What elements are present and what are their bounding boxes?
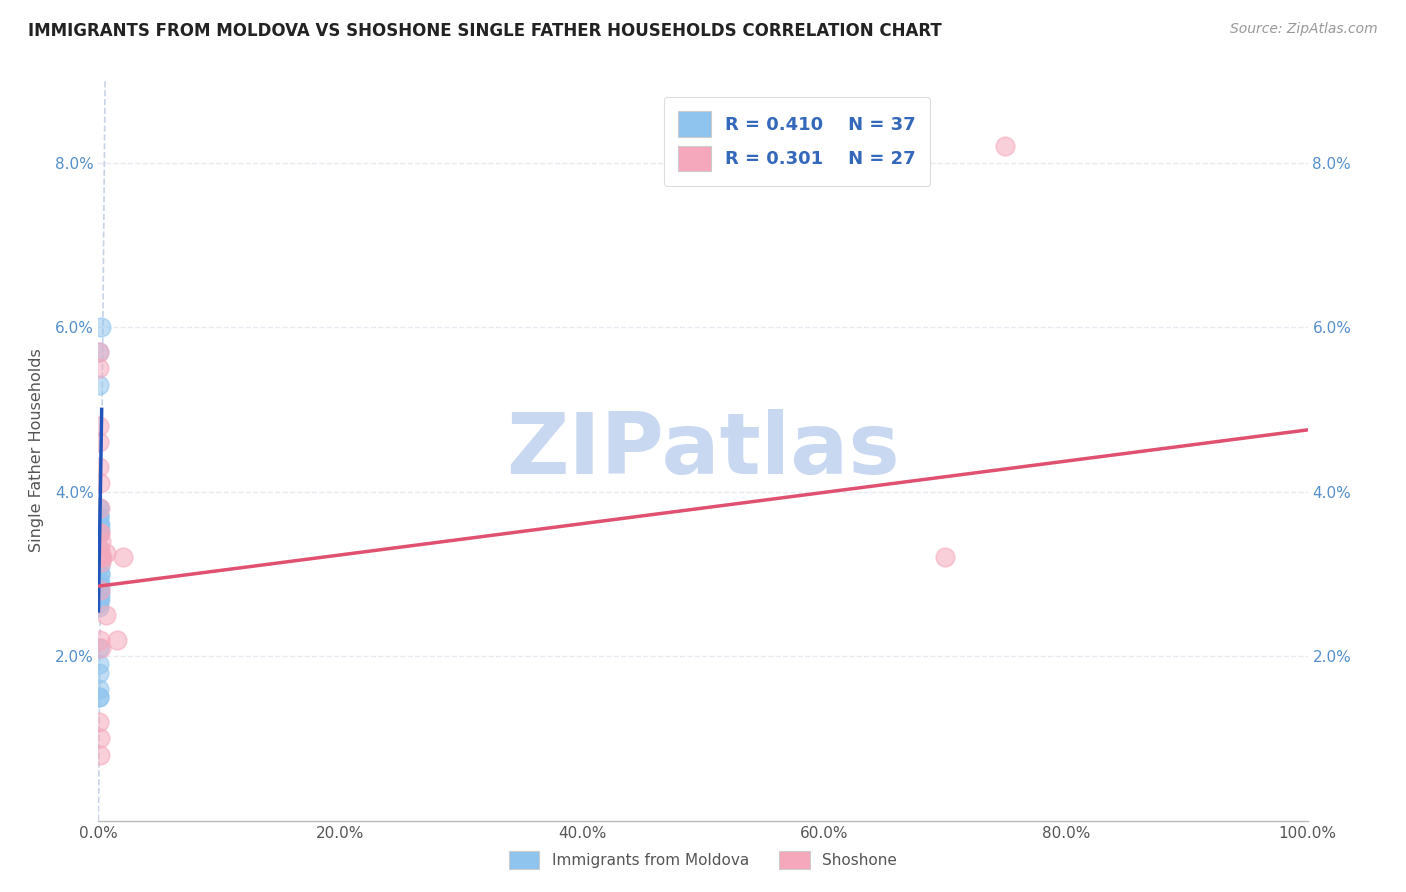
Point: [89, 583, 111, 598]
Point: [87, 583, 110, 598]
Point: [90, 320, 112, 334]
Text: Source: ZipAtlas.com: Source: ZipAtlas.com: [1230, 22, 1378, 37]
Point: [90, 555, 112, 569]
Point: [87, 542, 110, 557]
Point: [89, 509, 111, 524]
Point: [89, 587, 111, 601]
Point: [87, 509, 110, 524]
Point: [89, 435, 111, 450]
Point: [89, 591, 111, 606]
Point: [89, 517, 111, 532]
Point: [89, 690, 111, 705]
Point: [89, 579, 111, 593]
Point: [90, 640, 112, 655]
Point: [87, 665, 110, 680]
Point: [89, 714, 111, 729]
Point: [89, 747, 111, 762]
Point: [89, 361, 111, 376]
Point: [94, 546, 117, 560]
Point: [87, 525, 110, 540]
Point: [89, 575, 111, 590]
Point: [934, 550, 956, 565]
Point: [89, 632, 111, 647]
Point: [87, 596, 110, 610]
Point: [89, 550, 111, 565]
Point: [87, 344, 110, 359]
Point: [89, 344, 111, 359]
Point: [87, 599, 110, 614]
Point: [89, 731, 111, 746]
Point: [89, 525, 111, 540]
Point: [90, 533, 112, 548]
Point: [96, 607, 118, 622]
Point: [87, 517, 110, 532]
Point: [87, 575, 110, 590]
Point: [89, 525, 111, 540]
Point: [87, 377, 110, 392]
Point: [111, 550, 134, 565]
Point: [87, 587, 110, 601]
Point: [89, 476, 111, 491]
Point: [87, 591, 110, 606]
Point: [89, 542, 111, 557]
Point: [89, 517, 111, 532]
Point: [994, 139, 1017, 153]
Point: [89, 690, 111, 705]
Y-axis label: Single Father Households: Single Father Households: [28, 349, 44, 552]
Point: [87, 418, 110, 433]
Point: [89, 459, 111, 474]
Point: [89, 501, 111, 516]
Point: [89, 525, 111, 540]
Point: [89, 501, 111, 516]
Point: [89, 558, 111, 573]
Text: IMMIGRANTS FROM MOLDOVA VS SHOSHONE SINGLE FATHER HOUSEHOLDS CORRELATION CHART: IMMIGRANTS FROM MOLDOVA VS SHOSHONE SING…: [28, 22, 942, 40]
Point: [89, 566, 111, 581]
Legend: R = 0.410    N = 37, R = 0.301    N = 27: R = 0.410 N = 37, R = 0.301 N = 27: [664, 96, 931, 186]
Point: [87, 657, 110, 672]
Point: [89, 501, 111, 516]
Point: [87, 681, 110, 696]
Point: [90, 550, 112, 565]
Point: [87, 640, 110, 655]
Point: [105, 632, 128, 647]
Point: [90, 550, 112, 565]
Text: ZIPatlas: ZIPatlas: [506, 409, 900, 492]
Legend: Immigrants from Moldova, Shoshone: Immigrants from Moldova, Shoshone: [503, 845, 903, 875]
Point: [89, 522, 111, 536]
Point: [89, 583, 111, 598]
Point: [89, 509, 111, 524]
Point: [89, 550, 111, 565]
Point: [87, 579, 110, 593]
Point: [89, 566, 111, 581]
